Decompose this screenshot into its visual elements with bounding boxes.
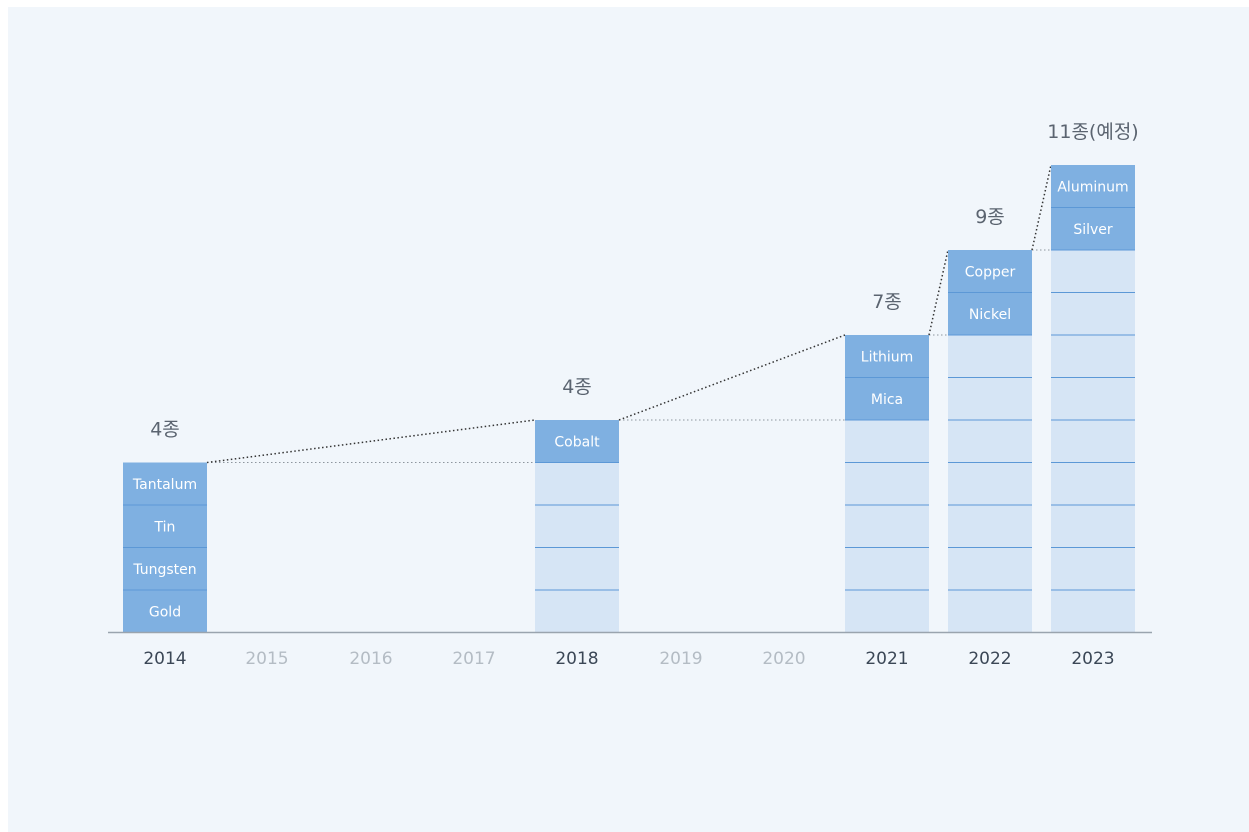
segment-label: Cobalt — [554, 434, 600, 450]
bar-segment-tungsten — [123, 547, 207, 590]
bar-segment-existing — [845, 462, 929, 505]
year-label-2017: 2017 — [452, 649, 495, 669]
bar-segment-existing — [948, 590, 1032, 633]
segment-label: Tantalum — [132, 477, 197, 493]
bar-chart: Tantalum Tin Tungsten Gold Cobalt Lithium Mica… — [108, 121, 1152, 669]
segment-label: Gold — [149, 604, 181, 620]
bar-2021: Lithium Mica — [845, 335, 929, 633]
year-label-2014: 2014 — [143, 649, 186, 669]
year-label-2022: 2022 — [968, 649, 1011, 669]
connector-diagonal — [928, 249, 949, 336]
year-label-2018: 2018 — [555, 649, 598, 669]
year-label-2019: 2019 — [659, 649, 702, 669]
year-label-2023: 2023 — [1071, 649, 1114, 669]
bar-segment-existing — [948, 335, 1032, 378]
year-label-2016: 2016 — [349, 649, 392, 669]
bar-segment-existing — [1051, 335, 1135, 378]
bar-segment-existing — [845, 590, 929, 633]
bar-segment-nickel — [948, 292, 1032, 335]
connector-diagonal — [618, 334, 846, 421]
bar-segment-existing — [535, 590, 619, 633]
bar-segment-existing — [948, 377, 1032, 420]
connector-lines — [206, 164, 1052, 464]
bar-segment-copper — [948, 250, 1032, 293]
bars-group: Tantalum Tin Tungsten Gold Cobalt Lithium Mica… — [123, 165, 1135, 633]
bar-segment-existing — [1051, 590, 1135, 633]
total-label-2021: 7종 — [872, 291, 902, 313]
connector-diagonal — [206, 419, 536, 464]
bar-segment-cobalt — [535, 420, 619, 463]
bar-2022: Copper Nickel — [948, 250, 1032, 633]
bar-segment-existing — [535, 505, 619, 548]
total-labels: 4종 4종 7종 9종 11종(예정) — [150, 121, 1139, 441]
total-label-2018: 4종 — [562, 376, 592, 398]
year-label-2021: 2021 — [865, 649, 908, 669]
segment-label: Silver — [1073, 222, 1113, 238]
bar-segment-gold — [123, 590, 207, 633]
total-label-2014: 4종 — [150, 419, 180, 441]
total-label-2022: 9종 — [975, 206, 1005, 228]
bar-segment-aluminum — [1051, 165, 1135, 208]
x-axis-tick-labels: 2014 2015 2016 2017 2018 2019 2020 2021 2022 2023 — [143, 649, 1114, 669]
bar-segment-tin — [123, 505, 207, 548]
bar-segment-existing — [1051, 547, 1135, 590]
segment-label: Lithium — [861, 349, 913, 365]
bar-segment-existing — [948, 420, 1032, 463]
segment-label: Nickel — [969, 307, 1011, 323]
bar-segment-mica — [845, 377, 929, 420]
bar-segment-existing — [845, 420, 929, 463]
segment-label: Tungsten — [132, 562, 196, 578]
bar-segment-existing — [845, 505, 929, 548]
year-label-2020: 2020 — [762, 649, 805, 669]
bar-segment-silver — [1051, 207, 1135, 250]
bar-segment-existing — [845, 547, 929, 590]
segment-label: Copper — [965, 264, 1016, 280]
bar-2023: Aluminum Silver — [1051, 165, 1135, 633]
bar-segment-existing — [1051, 462, 1135, 505]
bar-segment-existing — [1051, 292, 1135, 335]
bar-segment-existing — [535, 547, 619, 590]
bar-segment-existing — [1051, 420, 1135, 463]
bar-segment-existing — [1051, 377, 1135, 420]
bar-segment-existing — [948, 505, 1032, 548]
connector-diagonal — [1031, 164, 1052, 251]
segment-label: Mica — [871, 392, 903, 408]
bar-2018: Cobalt — [535, 420, 619, 633]
total-label-2023: 11종(예정) — [1047, 121, 1138, 143]
bar-segment-tantalum — [123, 462, 207, 505]
year-label-2015: 2015 — [245, 649, 288, 669]
bar-segment-existing — [1051, 505, 1135, 548]
chart-panel: Tantalum Tin Tungsten Gold Cobalt Lithium Mica… — [8, 7, 1249, 832]
bar-segment-existing — [948, 462, 1032, 505]
segment-label: Tin — [154, 519, 176, 535]
bar-segment-lithium — [845, 335, 929, 378]
bar-segment-existing — [1051, 250, 1135, 293]
bar-segment-existing — [535, 462, 619, 505]
bar-2014: Tantalum Tin Tungsten Gold — [123, 462, 207, 633]
segment-label: Aluminum — [1057, 179, 1128, 195]
bar-segment-existing — [948, 547, 1032, 590]
